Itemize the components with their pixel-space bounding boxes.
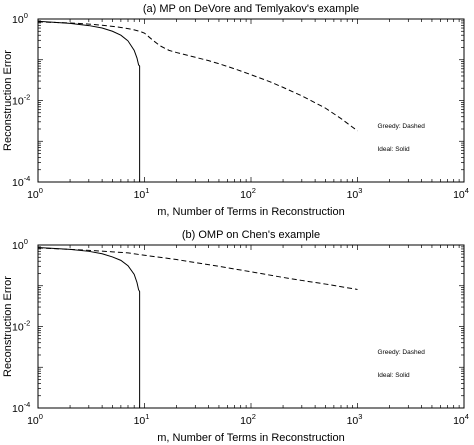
plot-frame (37, 18, 465, 183)
chart-title: (a) MP on DeVore and Temlyakov's example (143, 3, 359, 15)
annotation-greedy: Greedy: Dashed (378, 123, 426, 130)
tick-marks (37, 19, 464, 183)
series-ideal-line (37, 246, 141, 408)
x-tick-label: 103 (347, 186, 363, 201)
annotation-greedy: Greedy: Dashed (378, 349, 426, 356)
x-axis-label: m, Number of Terms in Reconstruction (157, 432, 344, 444)
x-tick-label: 102 (240, 186, 256, 201)
y-tick-label: 100 (12, 237, 28, 252)
x-tick-label: 104 (453, 412, 469, 427)
series-greedy-line (37, 21, 358, 132)
x-tick-label: 103 (347, 412, 363, 427)
y-tick-label: 10-2 (12, 319, 30, 334)
y-tick-label: 10-4 (12, 174, 30, 189)
x-tick-label: 102 (240, 412, 256, 427)
x-tick-label: 101 (134, 186, 150, 201)
chart-title: (b) OMP on Chen's example (182, 229, 320, 241)
y-tick-label: 100 (12, 11, 28, 26)
series-ideal-line (37, 20, 141, 182)
panel-b: (b) OMP on Chen's example 100 101 102 103 104… (2, 229, 469, 444)
annotation-ideal: Ideal: Solid (378, 146, 411, 153)
x-tick-label: 104 (453, 186, 469, 201)
panel-a: (a) MP on DeVore and Temlyakov's example… (2, 3, 469, 218)
y-tick-label: 10-2 (12, 93, 30, 108)
tick-marks (37, 245, 464, 409)
x-tick-label: 100 (27, 186, 43, 201)
y-axis-label: Reconstruction Error (2, 50, 14, 151)
plot-frame (37, 244, 465, 409)
y-axis-label: Reconstruction Error (2, 276, 14, 377)
x-tick-label: 100 (27, 412, 43, 427)
series-greedy-line (37, 247, 358, 290)
x-tick-label: 101 (134, 412, 150, 427)
x-axis-label: m, Number of Terms in Reconstruction (157, 206, 344, 218)
annotation-ideal: Ideal: Solid (378, 372, 411, 379)
y-tick-label: 10-4 (12, 400, 30, 415)
